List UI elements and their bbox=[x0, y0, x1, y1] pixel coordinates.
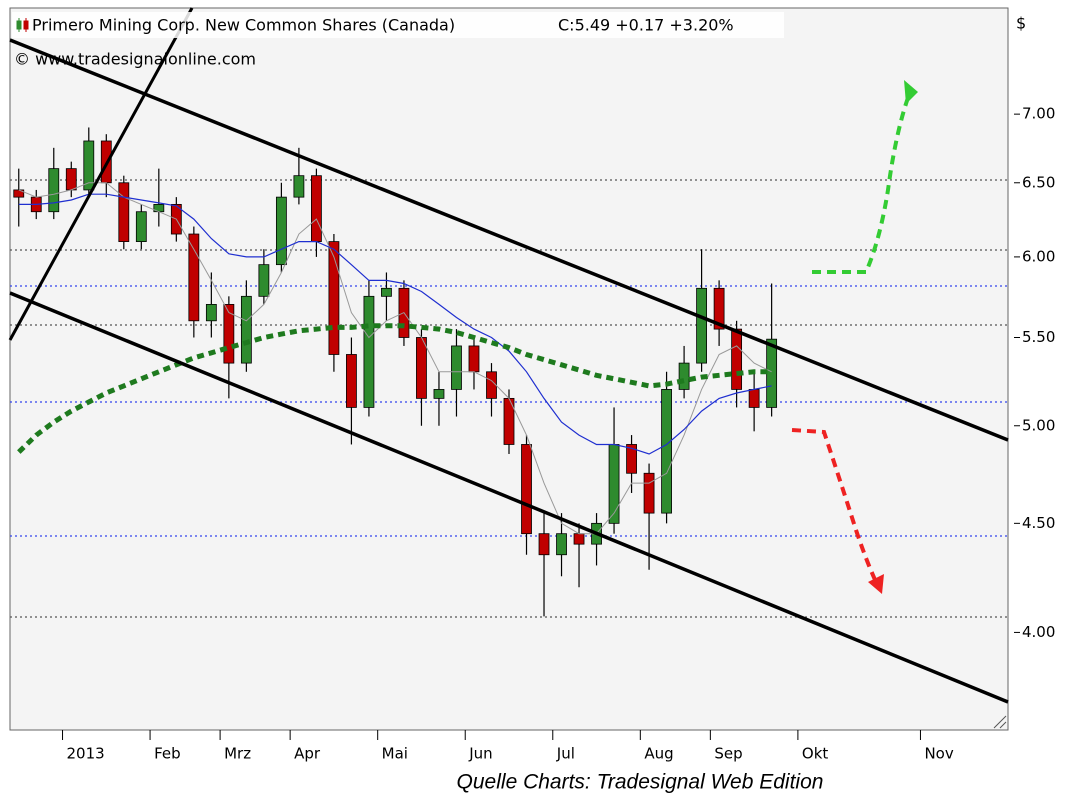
marks bbox=[13, 127, 778, 617]
candle-body bbox=[240, 295, 252, 364]
candle-body bbox=[363, 295, 375, 408]
candle-body bbox=[293, 175, 305, 198]
channel-upper bbox=[9, 38, 1009, 442]
candle-body bbox=[696, 287, 707, 364]
moving-average bbox=[17, 323, 772, 454]
x-tick-label: Nov bbox=[924, 745, 953, 763]
candle-body bbox=[381, 287, 392, 297]
candle-body bbox=[556, 533, 567, 556]
candle-body bbox=[118, 182, 130, 242]
x-tick-label: Aug bbox=[644, 745, 673, 763]
candle-body bbox=[258, 264, 270, 297]
candle-body bbox=[748, 389, 760, 408]
candle-body bbox=[608, 444, 620, 524]
y-tick-label: 4.50 bbox=[1022, 514, 1055, 532]
down-arrow-head bbox=[868, 574, 884, 594]
x-tick-label: Okt bbox=[802, 745, 828, 763]
x-tick-label: Sep bbox=[714, 745, 742, 763]
candle-body bbox=[538, 533, 550, 556]
x-tick-label: 2013 bbox=[67, 745, 105, 763]
candle-body bbox=[661, 389, 672, 514]
candle-body bbox=[678, 362, 690, 390]
resize-grip bbox=[993, 715, 1007, 729]
y-tick-label: 6.50 bbox=[1022, 173, 1055, 191]
up-arrow-head bbox=[904, 80, 918, 104]
x-tick-label: Jul bbox=[556, 745, 575, 763]
candle-body bbox=[48, 168, 60, 213]
candle-body bbox=[311, 175, 322, 242]
candle-body bbox=[486, 371, 497, 399]
plot-area bbox=[9, 7, 1009, 731]
candle-body bbox=[433, 389, 445, 399]
candle-body bbox=[328, 241, 340, 355]
steep-trend bbox=[8, 7, 194, 341]
chart-title: Primero Mining Corp. New Common Shares (… bbox=[32, 16, 455, 35]
candle-body bbox=[205, 304, 217, 322]
y-tick-label: 4.00 bbox=[1022, 623, 1055, 641]
up-arrow bbox=[812, 91, 912, 274]
candle-body bbox=[83, 140, 95, 191]
trend-lines bbox=[8, 7, 1009, 704]
levels bbox=[10, 179, 1008, 618]
candle-body bbox=[13, 189, 25, 198]
candle-body bbox=[766, 338, 778, 408]
header-icon bbox=[16, 18, 29, 32]
candle-body bbox=[275, 196, 287, 266]
candle-body bbox=[451, 345, 462, 390]
channel-lower bbox=[9, 291, 1009, 704]
candle-body bbox=[65, 168, 77, 191]
candle-body bbox=[626, 444, 637, 474]
y-tick-label: 5.50 bbox=[1022, 328, 1055, 346]
moving-average bbox=[18, 193, 772, 455]
x-tick-label: Apr bbox=[294, 745, 321, 763]
candle-body bbox=[713, 287, 725, 330]
candle-body bbox=[521, 444, 532, 535]
candle-body bbox=[573, 533, 585, 545]
y-tick-label: 6.00 bbox=[1022, 247, 1055, 265]
candle-body bbox=[416, 337, 427, 399]
y-axis-label: $ bbox=[1016, 14, 1026, 33]
candle-body bbox=[346, 354, 357, 408]
x-tick-label: Mai bbox=[382, 745, 408, 763]
candle-body bbox=[468, 345, 480, 373]
x-tick-label: Jun bbox=[468, 745, 492, 763]
candle-body bbox=[731, 328, 743, 390]
caption: Quelle Charts: Tradesignal Web Edition bbox=[457, 771, 824, 794]
source: © www.tradesignalonline.com bbox=[14, 50, 256, 69]
candle-body bbox=[643, 472, 655, 514]
down-arrow bbox=[791, 428, 878, 583]
y-tick-label: 5.00 bbox=[1022, 416, 1055, 434]
moving-average bbox=[18, 182, 772, 535]
candle-body bbox=[135, 211, 147, 242]
x-tick-label: Mrz bbox=[224, 745, 251, 763]
x-tick-label: Feb bbox=[154, 745, 181, 763]
y-tick-label: 7.00 bbox=[1022, 105, 1055, 123]
header-bg bbox=[12, 12, 784, 38]
quote: C:5.49 +0.17 +3.20% bbox=[558, 16, 734, 35]
candle-body bbox=[223, 304, 235, 364]
arrows bbox=[791, 80, 918, 594]
candle-body bbox=[188, 233, 200, 322]
